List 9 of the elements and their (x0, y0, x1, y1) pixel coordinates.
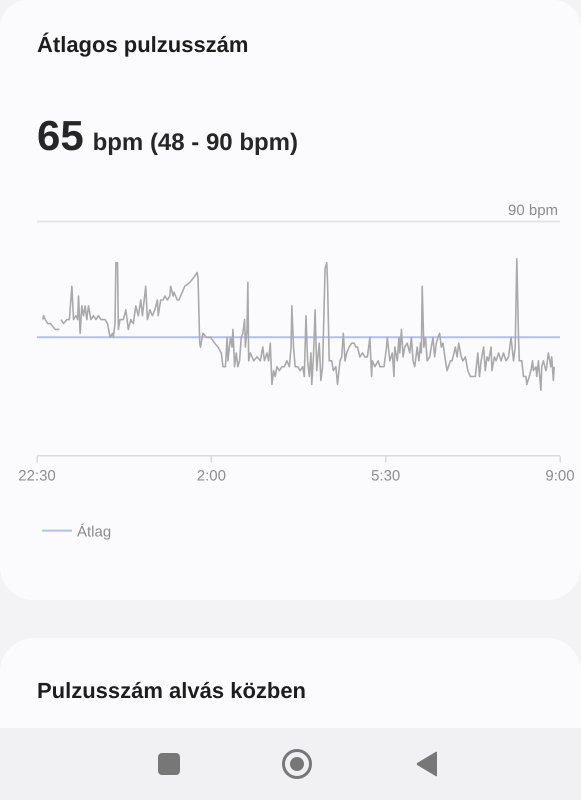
x-tick-label: 2:00 (196, 468, 226, 484)
x-tick-label: 5:30 (371, 468, 400, 484)
x-tick-label: 22:30 (18, 468, 56, 484)
annotation: 90 bpm (508, 202, 558, 219)
chart-title: Átlagos pulzusszám (37, 32, 248, 58)
text: Pulzusszám alvás közben (37, 678, 306, 704)
chart-subtitle: 65 bpm (48 - 90 bpm) (37, 112, 298, 159)
x-tick-label: 9:00 (545, 468, 575, 484)
legend-label: Átlag (77, 522, 112, 540)
